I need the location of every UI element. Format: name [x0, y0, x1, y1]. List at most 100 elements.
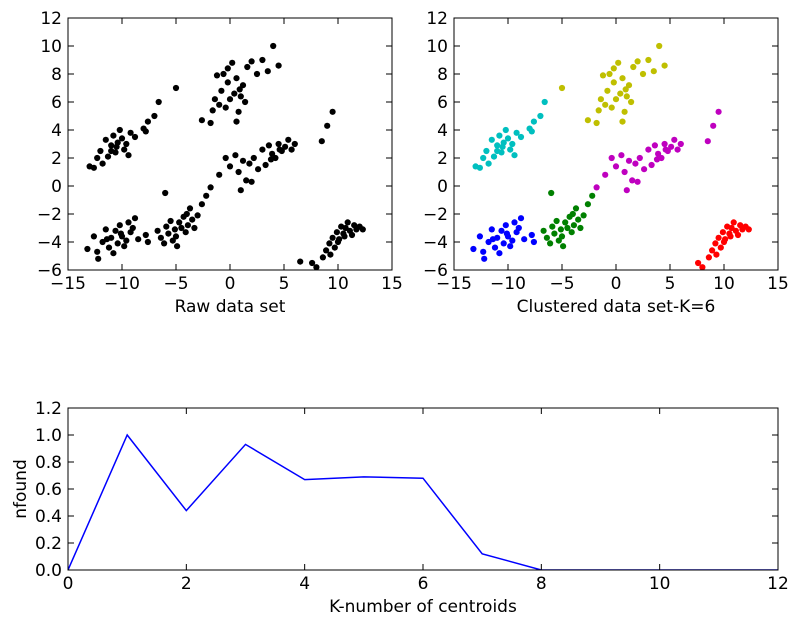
- data-point: [715, 108, 722, 115]
- data-point: [511, 219, 518, 226]
- data-point: [650, 68, 657, 75]
- data-point: [207, 119, 214, 127]
- data-point: [291, 140, 298, 148]
- data-point: [621, 168, 628, 176]
- data-point: [634, 58, 641, 65]
- data-point: [645, 146, 652, 153]
- data-point: [674, 146, 681, 153]
- data-point: [161, 240, 168, 247]
- x-axis-label: Clustered data set-K=6: [517, 297, 716, 317]
- raw-data-scatter-plot: −15 −10 −5 0 5 10 15 −6 −4 −2 0 2 4 6 8 10 12 Raw data se…: [37, 9, 403, 317]
- data-point: [226, 96, 234, 103]
- data-point: [499, 143, 506, 150]
- data-point: [713, 251, 720, 258]
- x-tick-label: −5: [549, 274, 574, 294]
- data-point: [621, 108, 628, 115]
- y-tick-label: 8: [437, 65, 448, 85]
- data-point: [569, 210, 576, 218]
- nfound-line-plot: 0 2 4 6 8 10 12 0.0 0.2 0.4 0.6 0.8 1.0 1.2 K-number o…: [11, 399, 789, 617]
- plot-area: [84, 42, 366, 270]
- data-point: [327, 251, 334, 258]
- data-point: [233, 118, 240, 125]
- y-tick-label: 6: [51, 93, 62, 113]
- data-point: [494, 147, 501, 155]
- data-point: [253, 70, 261, 78]
- data-point: [602, 101, 609, 108]
- data-point: [285, 136, 292, 143]
- data-point: [318, 138, 325, 145]
- data-point: [94, 154, 101, 162]
- data-point: [121, 243, 128, 250]
- data-point: [551, 230, 558, 237]
- x-tick-label: −15: [436, 274, 472, 294]
- data-point: [250, 154, 257, 162]
- data-point: [715, 234, 722, 241]
- data-point: [123, 140, 130, 148]
- data-point: [127, 129, 134, 136]
- y-tick-label: −4: [423, 233, 448, 253]
- data-point: [167, 217, 174, 225]
- data-point: [513, 129, 520, 136]
- data-point: [530, 118, 538, 125]
- data-point: [560, 243, 567, 250]
- data-point: [162, 189, 169, 197]
- data-point: [521, 236, 528, 243]
- data-point: [719, 229, 727, 236]
- data-point: [645, 56, 652, 64]
- data-point: [705, 254, 713, 261]
- data-point: [269, 150, 276, 157]
- data-point: [270, 42, 277, 50]
- data-point: [699, 264, 706, 270]
- data-point: [155, 98, 162, 106]
- data-point: [500, 240, 507, 247]
- data-point: [165, 230, 172, 237]
- data-point: [182, 229, 189, 236]
- data-point: [102, 226, 109, 233]
- data-point: [144, 238, 151, 246]
- data-point: [503, 230, 510, 237]
- data-point: [481, 255, 488, 262]
- data-point: [125, 152, 132, 159]
- data-point: [553, 217, 560, 225]
- data-point: [530, 238, 538, 246]
- data-point: [359, 226, 366, 233]
- y-tick-label: 0.8: [35, 453, 62, 473]
- x-tick-label: 10: [327, 274, 349, 294]
- data-point: [207, 184, 214, 191]
- data-point: [135, 236, 142, 243]
- data-point: [242, 98, 249, 106]
- data-point: [606, 70, 613, 78]
- data-point: [595, 107, 602, 114]
- data-point: [639, 70, 647, 78]
- data-point: [612, 96, 620, 103]
- y-tick-label: 1.2: [35, 399, 62, 419]
- x-tick-label: 0: [611, 274, 622, 294]
- y-tick-label: 10: [40, 37, 62, 57]
- data-point: [730, 219, 737, 226]
- data-point: [568, 229, 575, 236]
- data-point: [562, 219, 569, 226]
- y-tick-label: 1.0: [35, 426, 62, 446]
- data-point: [103, 236, 110, 243]
- data-point: [125, 219, 132, 226]
- data-point: [619, 118, 626, 125]
- data-point: [636, 154, 643, 162]
- x-axis-label: Raw data set: [175, 297, 286, 317]
- data-point: [727, 233, 734, 240]
- data-point: [496, 132, 503, 139]
- data-point: [610, 79, 617, 86]
- data-point: [264, 68, 271, 75]
- data-point: [470, 245, 477, 253]
- x-tick-label: 15: [767, 274, 789, 294]
- data-point: [163, 223, 170, 230]
- data-point: [476, 233, 483, 240]
- data-point: [557, 226, 565, 233]
- data-point: [602, 171, 609, 178]
- data-point: [255, 166, 262, 173]
- data-point: [224, 79, 231, 86]
- x-tick-label: 2: [181, 574, 192, 594]
- data-point: [171, 226, 178, 233]
- x-tick-label: 5: [665, 274, 676, 294]
- data-point: [745, 226, 752, 233]
- data-point: [183, 210, 190, 218]
